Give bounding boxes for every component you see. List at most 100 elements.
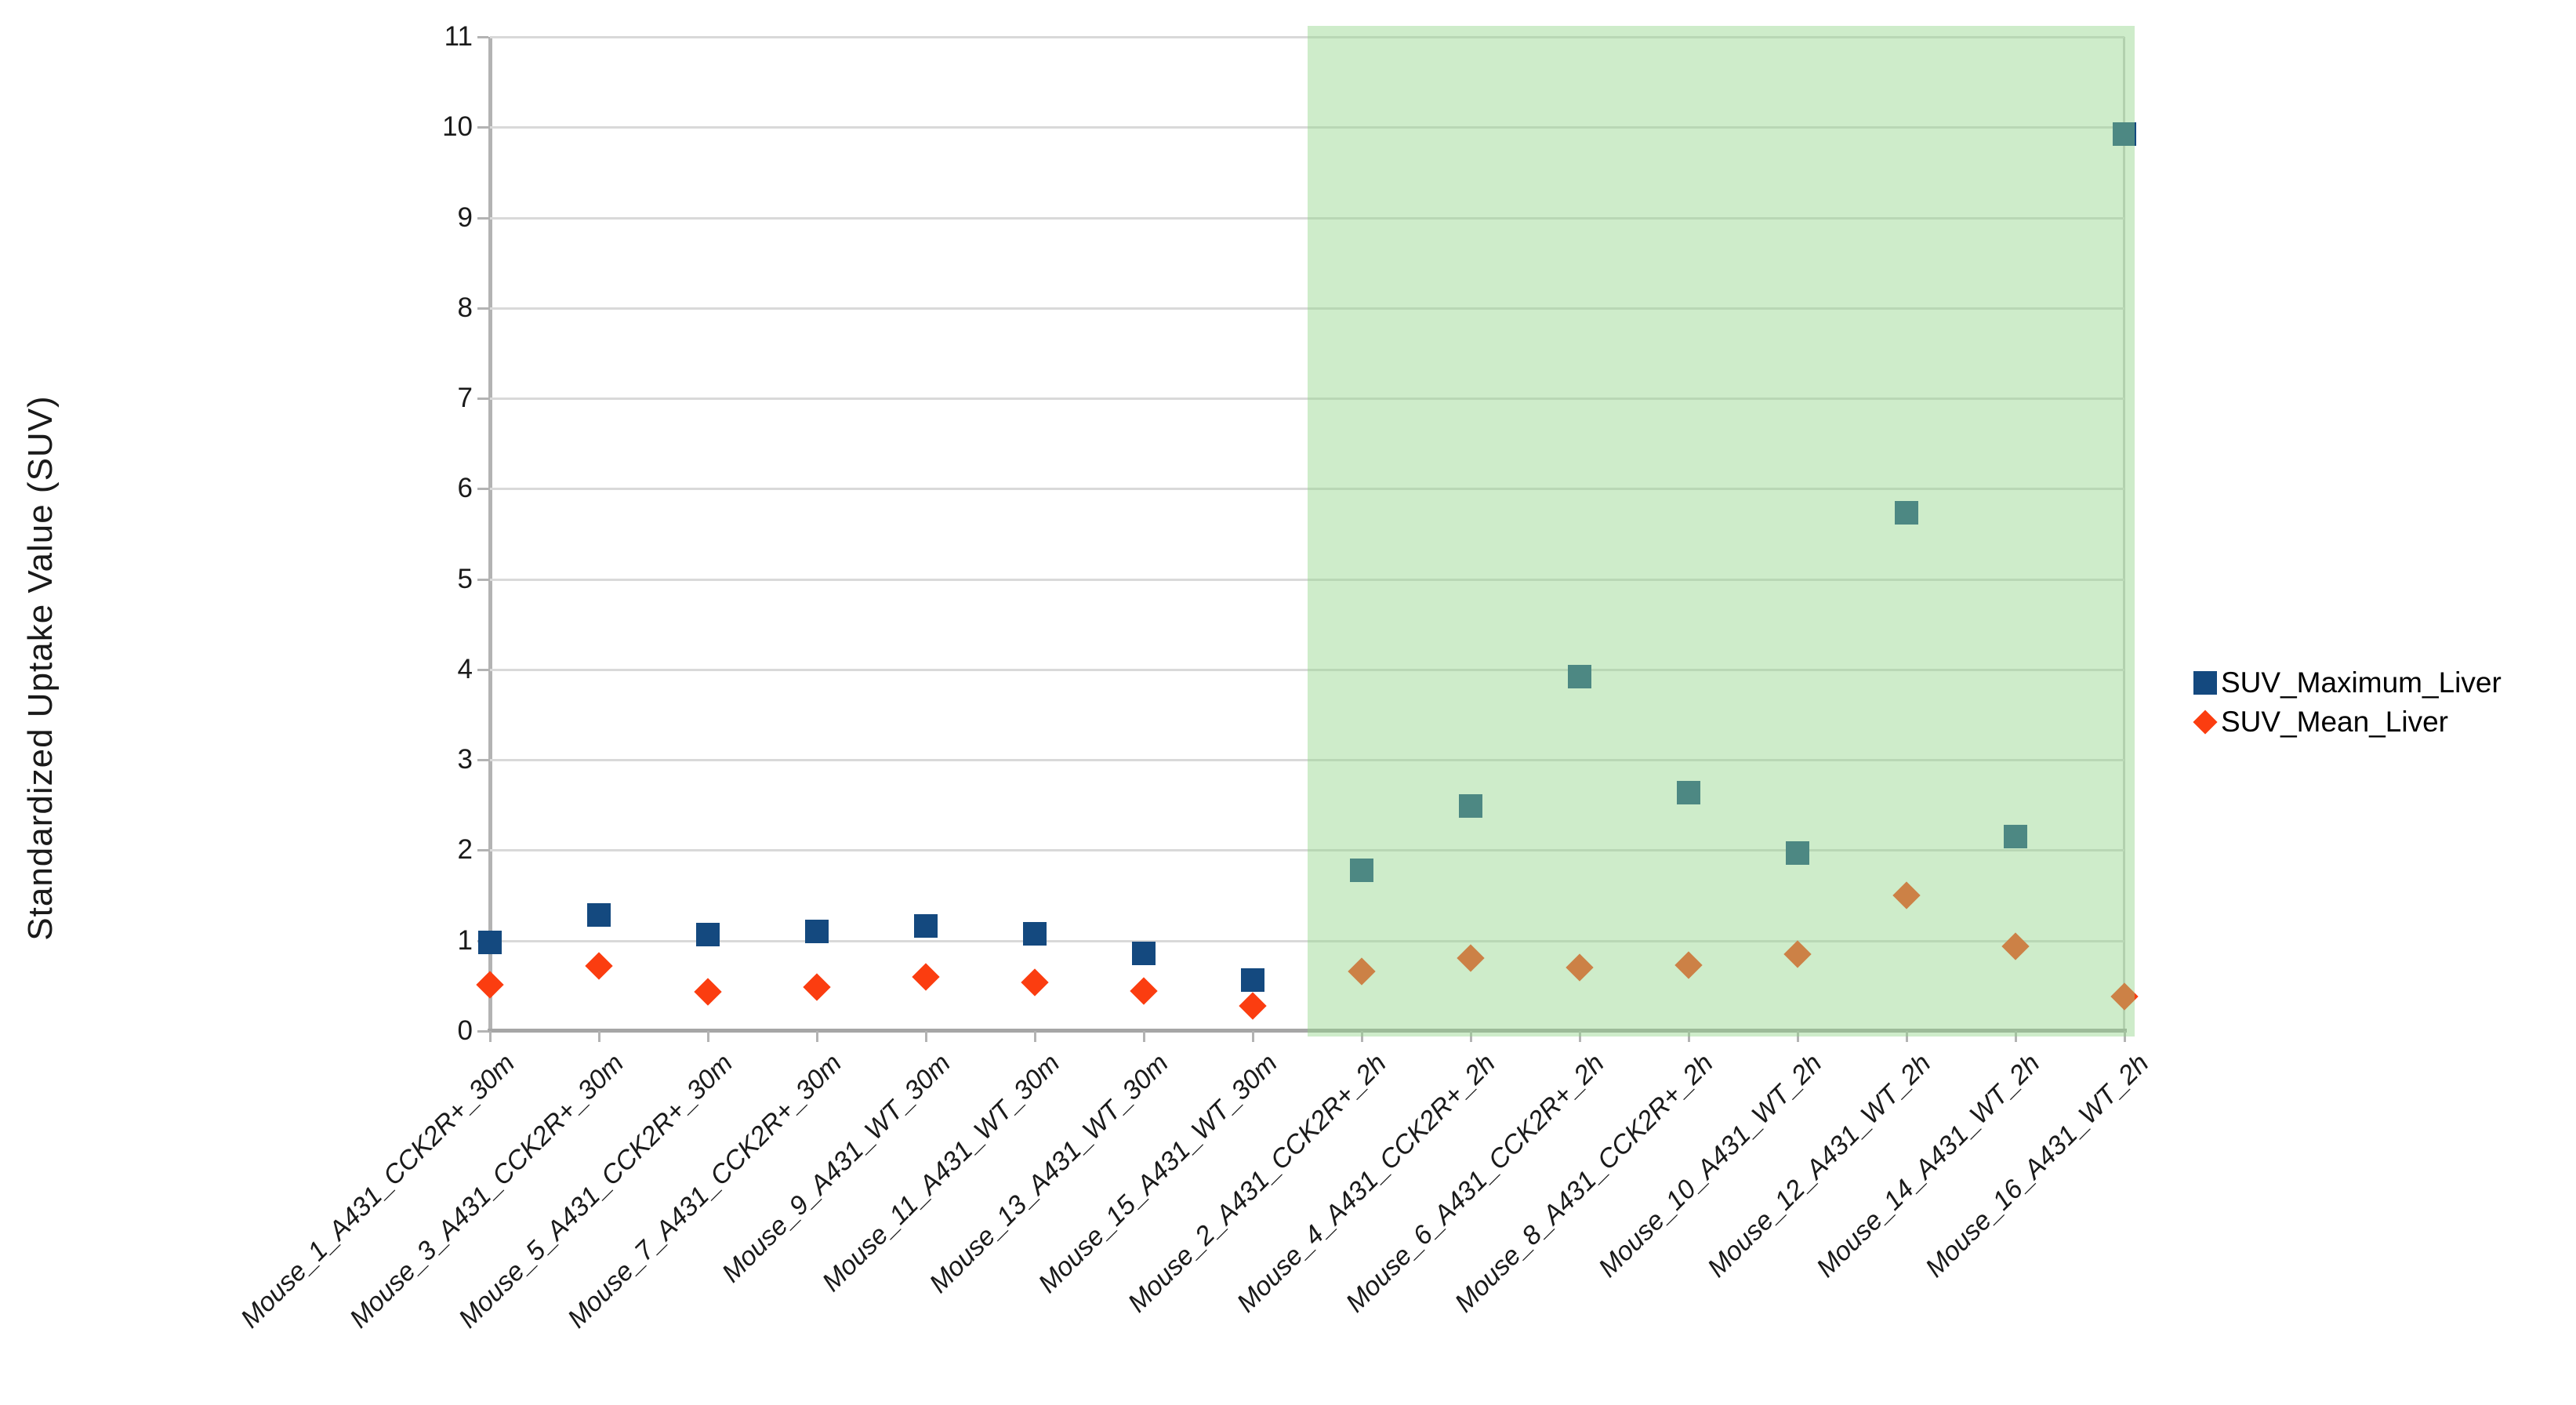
y-tick-label: 10	[442, 111, 473, 143]
y-tick-mark	[477, 126, 488, 129]
point-SUV_Mean_Liver-Mouse_7_A431_CCK2R+_30m	[803, 972, 831, 1001]
legend-label: SUV_Mean_Liver	[2221, 706, 2448, 738]
x-tick-mark	[1906, 1031, 1908, 1042]
gridline-y-2	[490, 849, 2124, 852]
point-SUV_Mean_Liver-Mouse_1_A431_CCK2R+_30m	[476, 971, 504, 999]
legend-label: SUV_Maximum_Liver	[2221, 666, 2502, 699]
y-tick-mark	[477, 488, 488, 491]
highlight-region-2h-group	[1307, 26, 2135, 1037]
point-SUV_Mean_Liver-Mouse_6_A431_CCK2R+_2h	[1566, 953, 1594, 982]
y-tick-label: 5	[457, 563, 473, 594]
point-SUV_Mean_Liver-Mouse_8_A431_CCK2R+_2h	[1674, 951, 1703, 979]
legend-marker-square	[2193, 671, 2217, 695]
point-SUV_Maximum_Liver-Mouse_13_A431_WT_30m	[1132, 941, 1156, 965]
plot-area: 0 1 2 3 4 5 6 7 8 9 10 11 Mouse_1_A431_CCK2R+_30m Mou…	[235, 21, 2155, 1334]
gridline-y-6	[490, 488, 2124, 491]
point-SUV_Maximum_Liver-Mouse_10_A431_WT_2h	[1786, 840, 1809, 865]
point-SUV_Mean_Liver-Mouse_9_A431_WT_30m	[912, 963, 940, 991]
point-SUV_Mean_Liver-Mouse_4_A431_CCK2R+_2h	[1457, 943, 1485, 972]
x-category-label-text: Mouse_12_A431_WT_2h	[1702, 1048, 1937, 1283]
point-SUV_Maximum_Liver-Mouse_14_A431_WT_2h	[2004, 825, 2027, 849]
y-tick-label: 6	[457, 473, 473, 504]
point-SUV_Mean_Liver-Mouse_2_A431_CCK2R+_2h	[1348, 957, 1376, 986]
point-SUV_Mean_Liver-Mouse_16_A431_WT_2h	[2110, 982, 2139, 1011]
y-tick-label: 7	[457, 383, 473, 414]
x-tick-mark	[598, 1031, 600, 1042]
x-axis-line	[488, 1029, 2127, 1033]
point-SUV_Maximum_Liver-Mouse_12_A431_WT_2h	[1895, 501, 1918, 525]
y-tick-mark	[477, 216, 488, 220]
y-tick-label: 3	[457, 744, 473, 775]
point-SUV_Mean_Liver-Mouse_15_A431_WT_30m	[1239, 992, 1267, 1020]
y-tick-label: 2	[457, 834, 473, 866]
y-tick-label: 1	[457, 924, 473, 956]
legend-item-SUV_Mean_Liver: SUV_Mean_Liver	[2193, 706, 2502, 739]
y-tick-label: 0	[457, 1015, 473, 1046]
x-category-label-text: Mouse_14_A431_WT_2h	[1811, 1048, 2046, 1283]
x-tick-mark	[489, 1031, 492, 1042]
x-tick-mark	[1252, 1031, 1254, 1042]
x-tick-mark	[816, 1031, 818, 1042]
gridline-y-5	[490, 578, 2124, 581]
x-tick-mark	[1688, 1031, 1690, 1042]
x-category-label-text: Mouse_9_A431_WT_30m	[716, 1048, 956, 1289]
y-tick-mark	[477, 759, 488, 762]
y-tick-label: 11	[444, 21, 473, 52]
x-tick-mark	[1034, 1031, 1036, 1042]
x-tick-mark	[2124, 1031, 2126, 1042]
point-SUV_Maximum_Liver-Mouse_11_A431_WT_30m	[1023, 921, 1047, 946]
point-SUV_Mean_Liver-Mouse_11_A431_WT_30m	[1021, 968, 1049, 997]
y-tick-label: 9	[457, 201, 473, 233]
point-SUV_Mean_Liver-Mouse_5_A431_CCK2R+_30m	[694, 978, 722, 1007]
x-category-label-text: Mouse_10_A431_WT_2h	[1593, 1048, 1828, 1283]
gridline-y-8	[490, 307, 2124, 310]
point-SUV_Mean_Liver-Mouse_14_A431_WT_2h	[2001, 931, 2030, 960]
x-tick-mark	[1470, 1031, 1472, 1042]
gridline-y-4	[490, 668, 2124, 671]
plot-right-border	[2123, 37, 2125, 1031]
x-tick-mark	[1361, 1031, 1363, 1042]
x-tick-mark	[1143, 1031, 1145, 1042]
point-SUV_Maximum_Liver-Mouse_5_A431_CCK2R+_30m	[696, 922, 720, 946]
legend: SUV_Maximum_Liver SUV_Mean_Liver	[2193, 666, 2502, 739]
point-SUV_Mean_Liver-Mouse_12_A431_WT_2h	[1892, 881, 1921, 909]
legend-item-SUV_Maximum_Liver: SUV_Maximum_Liver	[2193, 666, 2502, 699]
x-tick-mark	[1797, 1031, 1799, 1042]
y-tick-mark	[477, 1030, 488, 1033]
point-SUV_Maximum_Liver-Mouse_16_A431_WT_2h	[2113, 122, 2136, 147]
gridline-y-10	[490, 126, 2124, 129]
point-SUV_Mean_Liver-Mouse_3_A431_CCK2R+_30m	[585, 952, 613, 980]
x-tick-mark	[707, 1031, 709, 1042]
y-tick-label: 4	[457, 653, 473, 684]
gridline-y-7	[490, 398, 2124, 401]
gridline-y-9	[490, 216, 2124, 220]
y-axis-line	[488, 37, 492, 1031]
x-tick-mark	[2015, 1031, 2017, 1042]
point-SUV_Maximum_Liver-Mouse_6_A431_CCK2R+_2h	[1568, 665, 1591, 689]
y-axis-title: Standardized Uptake Value (SUV)	[21, 395, 60, 941]
point-SUV_Mean_Liver-Mouse_10_A431_WT_2h	[1783, 940, 1812, 968]
y-tick-mark	[477, 849, 488, 852]
x-category-label-text: Mouse_16_A431_WT_2h	[1920, 1048, 2155, 1283]
gridline-y-3	[490, 759, 2124, 762]
point-SUV_Maximum_Liver-Mouse_15_A431_WT_30m	[1241, 968, 1264, 993]
y-tick-mark	[477, 668, 488, 671]
gridline-y-11	[490, 36, 2124, 38]
y-tick-mark	[477, 398, 488, 401]
point-SUV_Maximum_Liver-Mouse_9_A431_WT_30m	[914, 914, 938, 938]
point-SUV_Maximum_Liver-Mouse_1_A431_CCK2R+_30m	[478, 931, 502, 955]
y-tick-mark	[477, 307, 488, 310]
gridline-y-1	[490, 939, 2124, 942]
y-tick-mark	[477, 36, 488, 38]
x-tick-mark	[925, 1031, 927, 1042]
point-SUV_Maximum_Liver-Mouse_8_A431_CCK2R+_2h	[1677, 780, 1700, 804]
point-SUV_Maximum_Liver-Mouse_3_A431_CCK2R+_30m	[587, 903, 611, 928]
point-SUV_Mean_Liver-Mouse_13_A431_WT_30m	[1130, 977, 1158, 1005]
y-tick-mark	[477, 578, 488, 581]
y-tick-label: 8	[457, 292, 473, 323]
legend-marker-diamond	[2193, 710, 2218, 735]
point-SUV_Maximum_Liver-Mouse_2_A431_CCK2R+_2h	[1350, 858, 1373, 882]
point-SUV_Maximum_Liver-Mouse_4_A431_CCK2R+_2h	[1459, 793, 1482, 818]
point-SUV_Maximum_Liver-Mouse_7_A431_CCK2R+_30m	[805, 920, 829, 944]
